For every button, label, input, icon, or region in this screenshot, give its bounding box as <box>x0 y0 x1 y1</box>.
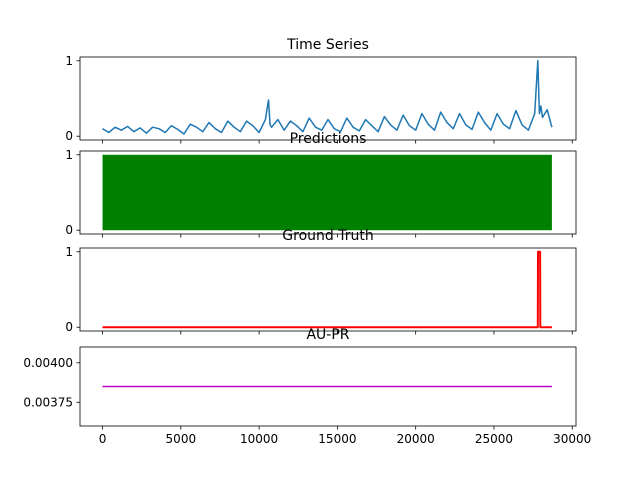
y-tick-label: 1 <box>65 54 73 68</box>
x-tick-label: 0 <box>99 432 107 446</box>
axes-frame <box>79 56 577 141</box>
x-tick-label: 20000 <box>397 432 435 446</box>
x-tick-label: 30000 <box>553 432 591 446</box>
subplot-4: 0.00375 0.00400 0 5000 10000 15000 20000 25000 3… <box>23 327 591 446</box>
subplot-3: 0 1 Ground Truth <box>65 228 577 335</box>
y-tick-label: 0 <box>65 129 73 143</box>
x-tick-label: 25000 <box>475 432 513 446</box>
subplot-title: Predictions <box>290 131 367 147</box>
subplot-title: AU-PR <box>306 327 349 343</box>
y-tick-label: 0 <box>65 223 73 237</box>
y-tick-label: 1 <box>65 148 73 162</box>
y-tick-label: 1 <box>65 245 73 259</box>
axes-frame <box>79 247 577 332</box>
subplot-title: Ground Truth <box>282 228 373 244</box>
x-tick-label: 15000 <box>318 432 356 446</box>
subplot-2: 0 1 Predictions <box>65 131 577 238</box>
subplot-title: Time Series <box>286 37 369 53</box>
y-tick-label: 0 <box>65 320 73 334</box>
subplot-1: 0 1 Time Series <box>65 37 577 144</box>
axes-frame <box>79 150 577 235</box>
y-tick-label: 0.00375 <box>23 395 73 409</box>
x-tick-label: 10000 <box>240 432 278 446</box>
series-line-1 <box>102 60 553 135</box>
prediction-bar <box>102 154 552 231</box>
series-line-3 <box>102 250 552 329</box>
x-tick-label: 5000 <box>166 432 197 446</box>
axes-frame <box>79 346 577 427</box>
y-tick-label: 0.00400 <box>23 356 73 370</box>
